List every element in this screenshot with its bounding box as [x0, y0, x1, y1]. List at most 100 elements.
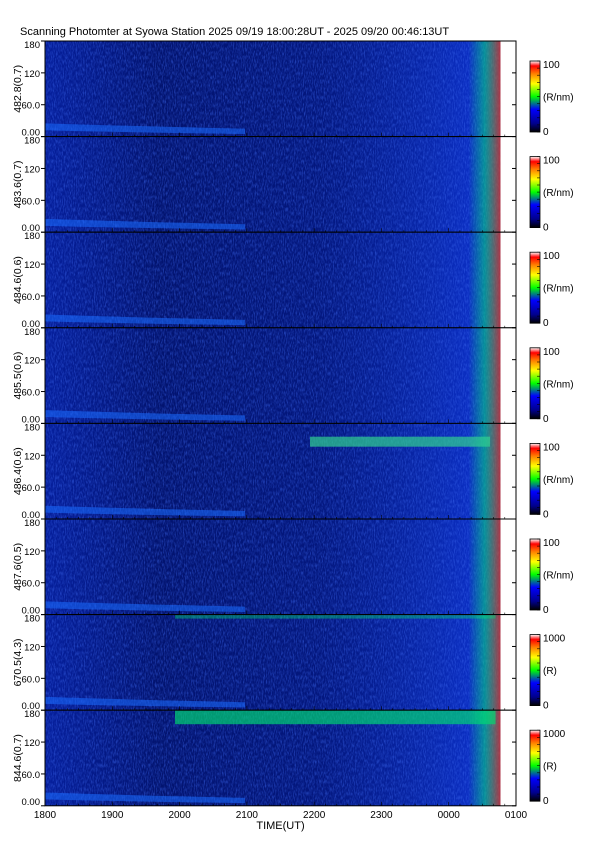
dawn-glow — [468, 710, 501, 806]
chart-title: Scanning Photomter at Syowa Station 2025… — [20, 26, 450, 38]
y-axis-label: 485.5(0.6) — [12, 352, 24, 400]
panel-1: 0.00 60.0 120 180 482.8(0.7) 100 (R/nm) 0 — [12, 40, 574, 139]
colorbar-unit-label: (R/nm) — [543, 93, 574, 104]
colorbar-min-label: 0 — [543, 701, 549, 712]
dawn-glow — [468, 519, 501, 615]
no-data-region — [500, 327, 516, 424]
heatmap-noise — [45, 232, 501, 328]
y-axis-label: 484.6(0.6) — [12, 256, 24, 304]
saturated-band — [175, 614, 496, 619]
low-elevation-band — [45, 410, 245, 421]
no-data-region — [500, 136, 516, 233]
no-data-region — [500, 710, 516, 806]
low-elevation-band — [45, 123, 245, 134]
colorbar-unit-label: (R) — [543, 666, 557, 677]
panel-8: 0.00 60.0 120 180 844.6(0.7) 1000 (R) 0 — [12, 709, 566, 808]
colorbar-unit-label: (R/nm) — [543, 475, 574, 486]
y-tick-label: 120 — [24, 356, 40, 367]
colorbar-min-label: 0 — [543, 605, 549, 616]
dawn-glow — [468, 136, 501, 233]
colorbar-min-label: 0 — [543, 414, 549, 425]
y-tick-label: 60.0 — [22, 483, 41, 494]
emission-feature — [310, 436, 490, 447]
colorbar-max-label: 100 — [543, 442, 560, 453]
colorbar-max-label: 100 — [543, 60, 560, 71]
panel-4: 0.00 60.0 120 180 485.5(0.6) 100 (R/nm) 0 — [12, 327, 574, 426]
y-tick-label: 180 — [24, 327, 40, 338]
colorbar-unit-label: (R/nm) — [543, 379, 574, 390]
y-tick-label: 180 — [24, 231, 40, 242]
dawn-glow — [468, 614, 501, 711]
low-elevation-band — [45, 601, 245, 612]
y-tick-label: 0.00 — [22, 606, 41, 617]
y-tick-label: 120 — [24, 451, 40, 462]
heatmap-noise — [45, 327, 501, 424]
y-tick-label: 0.00 — [22, 510, 41, 521]
y-tick-label: 60.0 — [22, 770, 41, 781]
y-tick-label: 120 — [24, 260, 40, 271]
y-tick-label: 180 — [24, 136, 40, 147]
x-tick-label: 2200 — [303, 810, 326, 821]
y-tick-label: 120 — [24, 738, 40, 749]
colorbar-min-label: 0 — [543, 509, 549, 520]
colorbar-max-label: 100 — [543, 347, 560, 358]
colorbar-max-label: 1000 — [543, 729, 566, 740]
panel-6: 0.00 60.0 120 180 487.6(0.5) 100 (R/nm) 0 — [12, 518, 574, 617]
y-tick-label: 120 — [24, 547, 40, 558]
x-tick-label: 0000 — [438, 810, 461, 821]
no-data-region — [500, 423, 516, 519]
low-elevation-band — [45, 218, 245, 230]
colorbar-max-label: 1000 — [543, 634, 566, 645]
colorbar-unit-label: (R/nm) — [543, 188, 574, 199]
colorbar-unit-label: (R) — [543, 762, 557, 773]
y-tick-label: 0.00 — [22, 414, 41, 425]
low-elevation-band — [45, 792, 245, 804]
colorbar-unit-label: (R/nm) — [543, 571, 574, 582]
colorbar-min-label: 0 — [543, 318, 549, 329]
low-elevation-band — [45, 696, 245, 708]
y-tick-label: 60.0 — [22, 388, 41, 399]
x-tick-label: 1800 — [34, 810, 57, 821]
x-tick-label: 2300 — [370, 810, 393, 821]
y-tick-label: 60.0 — [22, 196, 41, 207]
x-tick-label: 2000 — [168, 810, 191, 821]
colorbar-min-label: 0 — [543, 127, 549, 138]
y-axis-label: 483.6(0.7) — [12, 160, 24, 208]
x-tick-label: 0100 — [505, 810, 528, 821]
y-axis-label: 486.4(0.6) — [12, 447, 24, 495]
no-data-region — [500, 519, 516, 615]
y-tick-label: 120 — [24, 642, 40, 653]
dawn-glow — [468, 232, 501, 328]
y-tick-label: 0.00 — [22, 223, 41, 234]
heatmap-noise — [45, 519, 501, 615]
panel-7: 0.00 60.0 120 180 670.5(4.3) 1000 (R) 0 — [12, 614, 566, 713]
x-tick-label: 1900 — [101, 810, 124, 821]
heatmap-noise — [45, 41, 501, 137]
y-axis-label: 844.6(0.7) — [12, 734, 24, 782]
y-axis-label: 482.8(0.7) — [12, 65, 24, 113]
y-tick-label: 120 — [24, 164, 40, 175]
heatmap-noise — [45, 614, 501, 711]
y-tick-label: 0.00 — [22, 701, 41, 712]
y-tick-label: 0.00 — [22, 319, 41, 330]
heatmap-noise — [45, 710, 501, 806]
colorbar-min-label: 0 — [543, 223, 549, 234]
heatmap-noise — [45, 136, 501, 233]
low-elevation-band — [45, 505, 245, 517]
y-tick-label: 60.0 — [22, 674, 41, 685]
y-axis-label: 487.6(0.5) — [12, 543, 24, 591]
y-tick-label: 60.0 — [22, 292, 41, 303]
y-tick-label: 0.00 — [22, 128, 41, 139]
panel-5: 0.00 60.0 120 180 486.4(0.6) 100 (R/nm) 0 — [12, 422, 574, 521]
saturated-band — [175, 710, 496, 725]
y-tick-label: 60.0 — [22, 579, 41, 590]
dawn-glow — [468, 41, 501, 137]
colorbar-max-label: 100 — [543, 251, 560, 262]
x-axis-label: TIME(UT) — [256, 820, 304, 832]
no-data-region — [500, 232, 516, 328]
y-tick-label: 180 — [24, 709, 40, 720]
y-tick-label: 60.0 — [22, 101, 41, 112]
x-tick-label: 2100 — [236, 810, 259, 821]
y-tick-label: 180 — [24, 422, 40, 433]
